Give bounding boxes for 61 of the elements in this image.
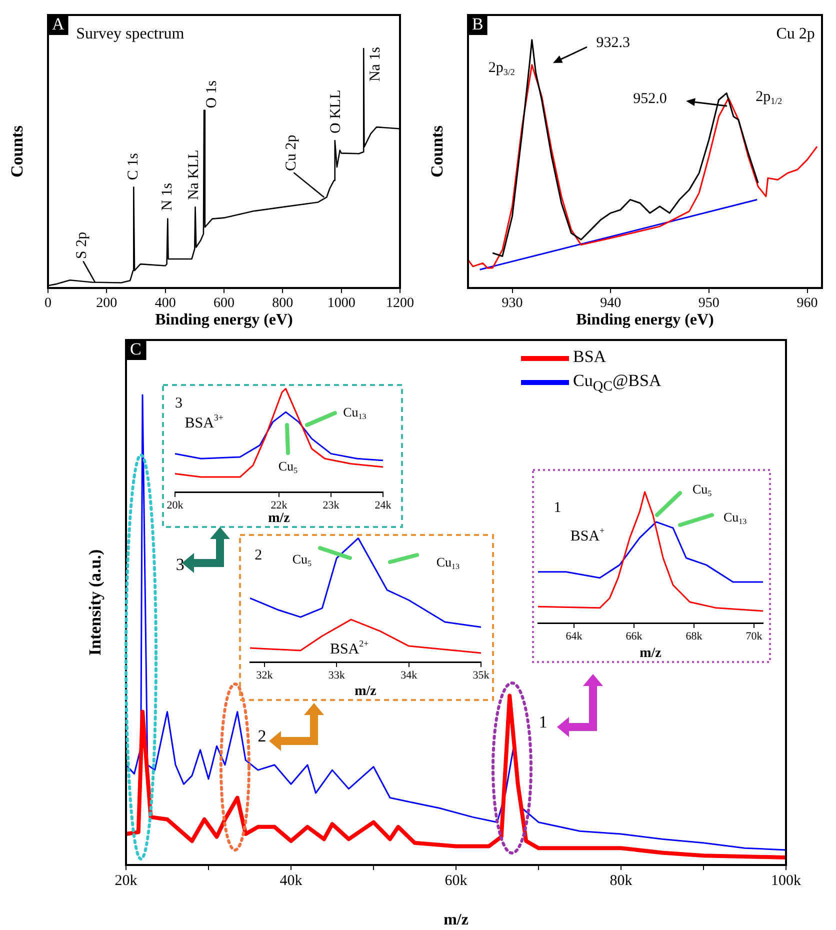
x-tick-label: 60k [444,872,468,889]
y-axis-title: Intensity (a.u.) [85,549,104,656]
x-tick-label: 940 [600,296,622,312]
annotation: N 1s [160,182,176,211]
annotation: 3 [176,555,184,574]
x-tick-label: 66k [626,630,643,642]
annotation: Cu 2p [284,134,300,171]
x-tick-label: 64k [566,630,583,642]
annotation: Na 1s [368,46,384,82]
legend-label: Cu$_{QC}$@BSA [573,371,662,394]
x-tick-label: 32k [256,669,274,682]
annotation: Cu 2p [776,25,815,42]
x-axis-title: m/z [444,912,468,929]
x-axis-title: m/z [354,684,376,700]
text: A [52,14,65,34]
x-axis-title: m/z [268,511,290,526]
x-tick-label: 33k [328,669,346,682]
y-axis-title: Counts [7,125,26,178]
x-axis-title: Binding energy (eV) [576,312,714,329]
x-tick-label: 24k [374,499,392,512]
x-tick-label: 1200 [386,296,414,312]
x-tick-label: 68k [686,630,703,642]
x-tick-label: 1000 [327,296,356,312]
x-tick-label: 35k [472,669,490,682]
annotation: 2 [254,548,262,564]
x-tick-label: 100k [771,872,802,889]
x-axis-title: m/z [640,646,662,662]
x-tick-label: 400 [154,296,176,312]
x-tick-label: 22k [270,499,288,512]
annotation: C 1s [126,152,142,180]
x-axis-title: Binding energy (eV) [155,312,293,329]
x-tick-label: 600 [214,296,234,312]
x-tick-label: 960 [796,296,818,312]
legend-label: BSA [573,347,606,366]
x-tick-label: 40k [280,872,303,889]
x-tick-label: 950 [698,296,720,312]
annotation: 932.3 [596,35,630,52]
annotation: 1 [554,500,562,516]
x-tick-label: 23k [322,499,340,512]
y-axis-title: Counts [427,125,446,178]
text: B [472,14,484,34]
x-tick-label: 930 [502,296,523,312]
annotation: O KLL [328,90,344,134]
x-tick-label: 34k [400,669,418,682]
x-tick-label: 20k [114,872,138,889]
annotation: O 1s [204,80,220,108]
x-tick-label: 200 [96,296,118,312]
x-tick-label: 20k [166,499,184,512]
x-tick-label: 70k [746,630,763,642]
x-tick-label: 80k [610,872,633,889]
x-tick-label: 0 [44,296,52,312]
annotation: Na KLL [186,150,202,200]
annotation: S 2p [74,232,90,260]
annotation: 1 [538,712,548,732]
x-tick-label: 800 [272,296,294,312]
text: Survey spectrum [76,25,185,42]
annotation: BSA+ [570,526,605,545]
annotation: 3 [175,396,182,412]
annotation: 952.0 [633,91,667,108]
annotation: 2 [258,726,266,746]
text: C [130,339,142,358]
